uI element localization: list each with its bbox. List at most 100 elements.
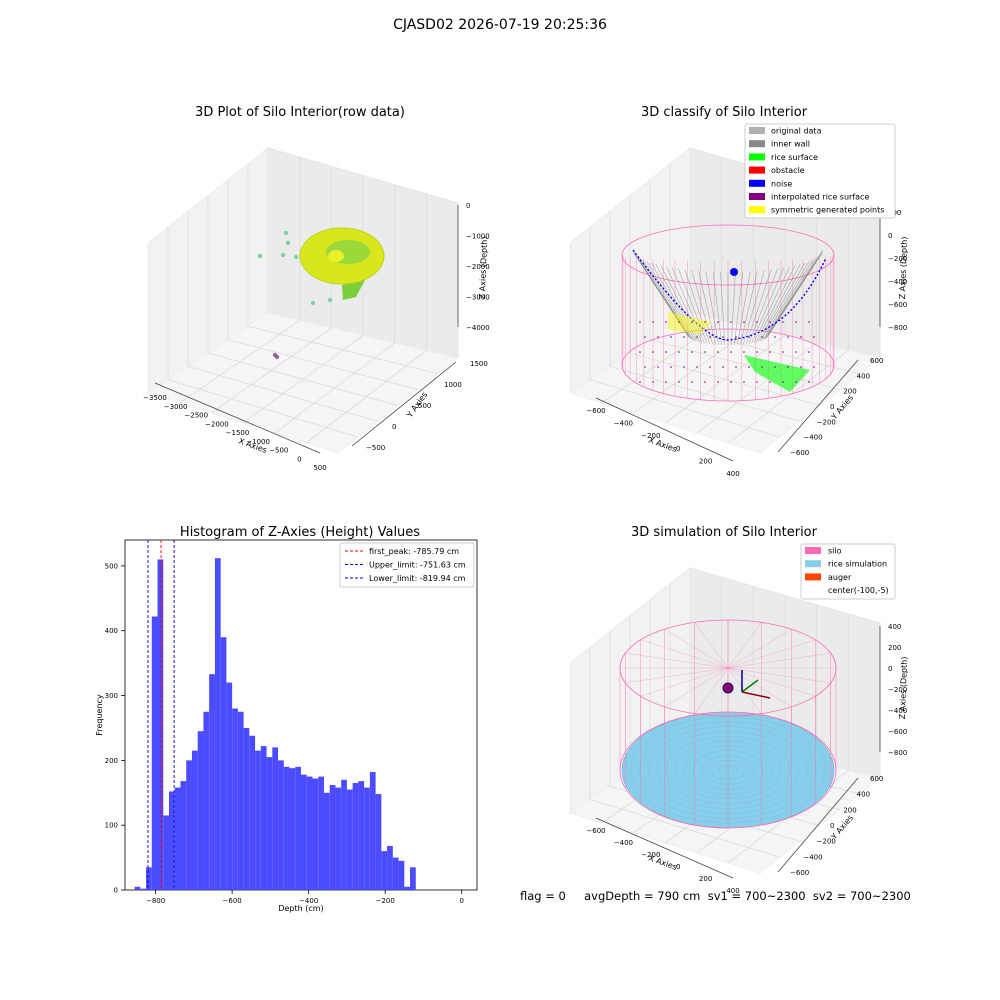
panel2-z-axis-tick-label: −200 bbox=[888, 255, 907, 263]
inner-wall-line bbox=[730, 271, 736, 345]
histogram-bar bbox=[237, 711, 244, 890]
x-axis-label: Depth (cm) bbox=[278, 904, 323, 913]
panel1-z-axis-tick-label: −1000 bbox=[466, 233, 490, 241]
panel2-y-axis-line bbox=[777, 359, 859, 453]
interpolated-point bbox=[756, 351, 758, 353]
panel2-x-axis-tick-label: 400 bbox=[726, 470, 739, 478]
interpolated-point bbox=[639, 321, 641, 323]
histogram-bar bbox=[329, 785, 336, 890]
raw-point bbox=[257, 253, 263, 259]
interpolated-point bbox=[678, 381, 680, 383]
inner-wall-line bbox=[763, 259, 813, 340]
histogram-bar bbox=[226, 682, 233, 890]
interpolated-point bbox=[748, 366, 750, 368]
panel4-y-axis-tick-label: −400 bbox=[803, 853, 822, 861]
interpolated-point bbox=[756, 321, 758, 323]
auger-marker bbox=[722, 682, 734, 694]
histogram-bar bbox=[306, 776, 313, 890]
silo-roof-spoke bbox=[727, 652, 831, 669]
legend-label: obstacle bbox=[771, 166, 805, 175]
interpolated-point bbox=[730, 381, 732, 383]
panel2-x-axis-line bbox=[595, 397, 734, 462]
histogram-bar bbox=[266, 757, 273, 890]
histogram-bar bbox=[249, 735, 256, 890]
interpolated-point bbox=[808, 381, 810, 383]
interpolated-point bbox=[800, 336, 802, 338]
panel2-legend: original data inner wall rice surface obsta… bbox=[744, 123, 896, 219]
y-tick-label: 200 bbox=[105, 757, 118, 765]
legend-label: silo bbox=[828, 547, 842, 556]
interpolated-point bbox=[665, 321, 667, 323]
interpolated-point bbox=[696, 366, 698, 368]
inner-wall-line bbox=[740, 270, 758, 345]
panel2-x-axis-tick-label: −600 bbox=[586, 407, 605, 415]
histogram-bar bbox=[364, 787, 370, 890]
histogram-bar bbox=[387, 845, 393, 890]
panel4-y-axis-tick-label: −600 bbox=[790, 869, 809, 877]
panel1-x-axis-tick-label: −2000 bbox=[205, 420, 229, 428]
interpolated-point bbox=[709, 366, 711, 368]
panel1-title: 3D Plot of Silo Interior(row data) bbox=[195, 105, 405, 120]
panel3-axes: −800 −600 −400 −200 0 0 100 200 300 400 500 Depth (… bbox=[95, 539, 478, 913]
grid-line bbox=[247, 325, 439, 375]
panel4-z-axis-tick-label: −600 bbox=[888, 728, 907, 736]
histogram-bar bbox=[157, 559, 164, 890]
panel2-y-axis-tick-label: 400 bbox=[857, 372, 870, 380]
interpolated-point bbox=[808, 321, 810, 323]
panel4-y-axis-tick-label: 600 bbox=[870, 775, 883, 783]
raw-point bbox=[274, 354, 280, 360]
panel4-z-axis-tick-label: −800 bbox=[888, 749, 907, 757]
inner-wall-line bbox=[756, 265, 796, 343]
x-tick-label: −400 bbox=[299, 897, 318, 905]
inner-wall-line bbox=[745, 269, 772, 345]
interpolated-point bbox=[769, 321, 771, 323]
x-tick-label: −200 bbox=[376, 897, 395, 905]
inner-wall-line bbox=[660, 265, 700, 343]
raw-point bbox=[280, 252, 286, 258]
histogram-bar bbox=[369, 772, 376, 890]
interpolated-point bbox=[678, 321, 680, 323]
histogram-bar bbox=[341, 779, 347, 890]
histogram-bar bbox=[375, 794, 382, 890]
panel2-z-axis-tick-label: −400 bbox=[888, 278, 907, 286]
histogram-bar bbox=[163, 815, 169, 890]
panel4-z-label: Z Axies (Depth) bbox=[898, 656, 909, 719]
inner-wall-line bbox=[639, 258, 692, 339]
interpolated-point bbox=[644, 336, 646, 338]
panel2-y-axis-tick-label: −200 bbox=[817, 418, 836, 426]
panel4-x-axis-tick-label: 200 bbox=[699, 875, 712, 883]
legend-label: original data bbox=[771, 127, 822, 136]
interpolated-point bbox=[691, 351, 693, 353]
inner-wall-line bbox=[737, 271, 751, 345]
panel2-y-axis-tick-label: −600 bbox=[790, 449, 809, 457]
inner-wall-line bbox=[748, 268, 778, 344]
interpolated-point bbox=[639, 351, 641, 353]
y-tick-label: 500 bbox=[105, 562, 118, 570]
inner-wall-line bbox=[753, 266, 790, 343]
silo-roof-spoke bbox=[625, 667, 729, 684]
panel2-z-axis-tick-label: −600 bbox=[888, 301, 907, 309]
panel2-z-label: Z Axies (Depth) bbox=[898, 236, 909, 299]
interpolated-point bbox=[683, 336, 685, 338]
interpolated-point bbox=[735, 366, 737, 368]
raw-point bbox=[293, 254, 299, 260]
legend-swatch bbox=[749, 206, 765, 214]
interpolated-point bbox=[782, 321, 784, 323]
interpolated-point bbox=[704, 321, 706, 323]
histogram-bar bbox=[358, 781, 365, 890]
panel4-y-axis-tick-label: 400 bbox=[857, 791, 870, 799]
interpolated-point bbox=[652, 351, 654, 353]
legend-frame bbox=[339, 542, 475, 588]
panel1-y-axis-tick-label: −500 bbox=[366, 444, 385, 452]
silo-roof-spoke bbox=[664, 667, 729, 708]
interpolated-point bbox=[800, 366, 802, 368]
panel2-x-axis-tick-label: −400 bbox=[614, 420, 633, 428]
interpolated-point bbox=[722, 366, 724, 368]
silo-roof-spoke bbox=[640, 667, 729, 697]
figure-title: CJASD02 2026-07-19 20:25:36 bbox=[393, 17, 607, 33]
inner-wall-line bbox=[712, 271, 723, 345]
interpolated-point bbox=[717, 321, 719, 323]
interpolated-point bbox=[657, 366, 659, 368]
panel1-y-axis-tick-label: 1000 bbox=[444, 381, 462, 389]
interpolated-point bbox=[652, 381, 654, 383]
